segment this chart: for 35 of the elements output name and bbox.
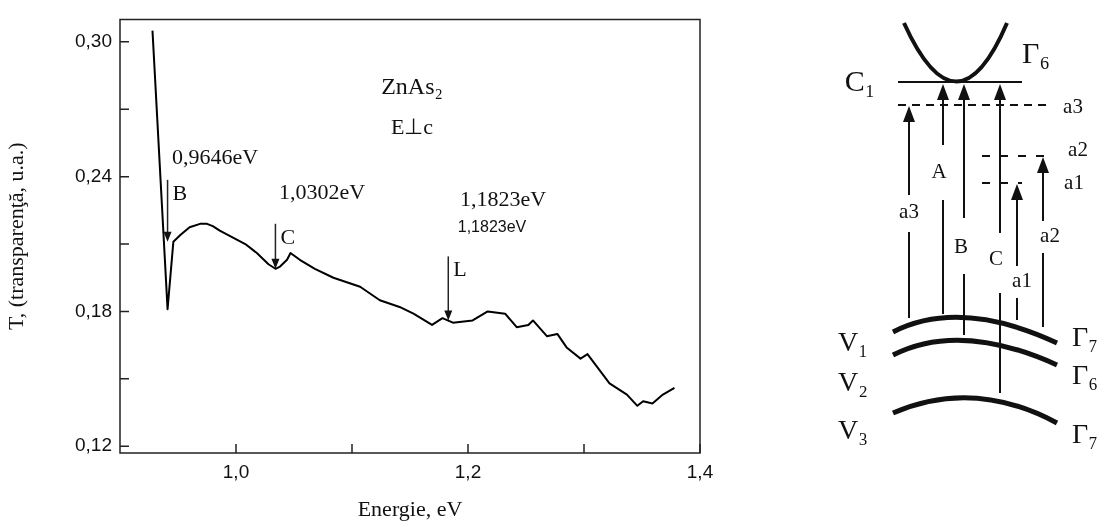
text: Γ₆ bbox=[1022, 35, 1050, 69]
text: Γ₇ bbox=[1072, 418, 1098, 450]
annotation: L bbox=[453, 256, 467, 282]
text: V₁ bbox=[838, 326, 868, 358]
x-tick-label: 1,4 bbox=[686, 460, 714, 482]
text: a1 bbox=[1064, 169, 1084, 194]
text: A bbox=[931, 158, 948, 183]
text: a3 bbox=[899, 198, 919, 223]
text: a2 bbox=[1040, 222, 1060, 247]
text: V₃ bbox=[838, 414, 868, 446]
text: C bbox=[988, 245, 1004, 270]
y-tick-label: 0,12 bbox=[75, 434, 112, 456]
annotation: B bbox=[172, 179, 188, 205]
annotation: 1,1823eV bbox=[459, 185, 547, 211]
y-tick-label: 0,24 bbox=[75, 164, 113, 186]
y-tick-label: 0,30 bbox=[75, 30, 112, 52]
annotation: E⊥c bbox=[390, 113, 434, 139]
annotation: ZnAs₂ bbox=[381, 73, 443, 100]
text: a3 bbox=[1063, 93, 1083, 118]
text: Γ₇ bbox=[1072, 321, 1098, 353]
text: B bbox=[953, 233, 969, 258]
y-tick-label: 0,18 bbox=[75, 299, 112, 321]
annotation: 0,9646eV bbox=[171, 143, 259, 169]
text: Γ₆ bbox=[1072, 359, 1098, 391]
annotation: C bbox=[280, 223, 296, 249]
annotation: 1,1823eV bbox=[457, 218, 527, 236]
y-axis-title: T, (transparenţă, u.a.) bbox=[2, 142, 28, 331]
text: a1 bbox=[1012, 267, 1032, 292]
x-tick-label: 1,0 bbox=[222, 460, 250, 482]
text: a2 bbox=[1068, 136, 1088, 161]
text: V₂ bbox=[838, 366, 868, 398]
annotation: 1,0302eV bbox=[278, 178, 366, 204]
x-tick-label: 1,2 bbox=[454, 460, 482, 482]
x-axis-title: Energie, eV bbox=[357, 495, 463, 521]
text: C₁ bbox=[844, 63, 876, 97]
